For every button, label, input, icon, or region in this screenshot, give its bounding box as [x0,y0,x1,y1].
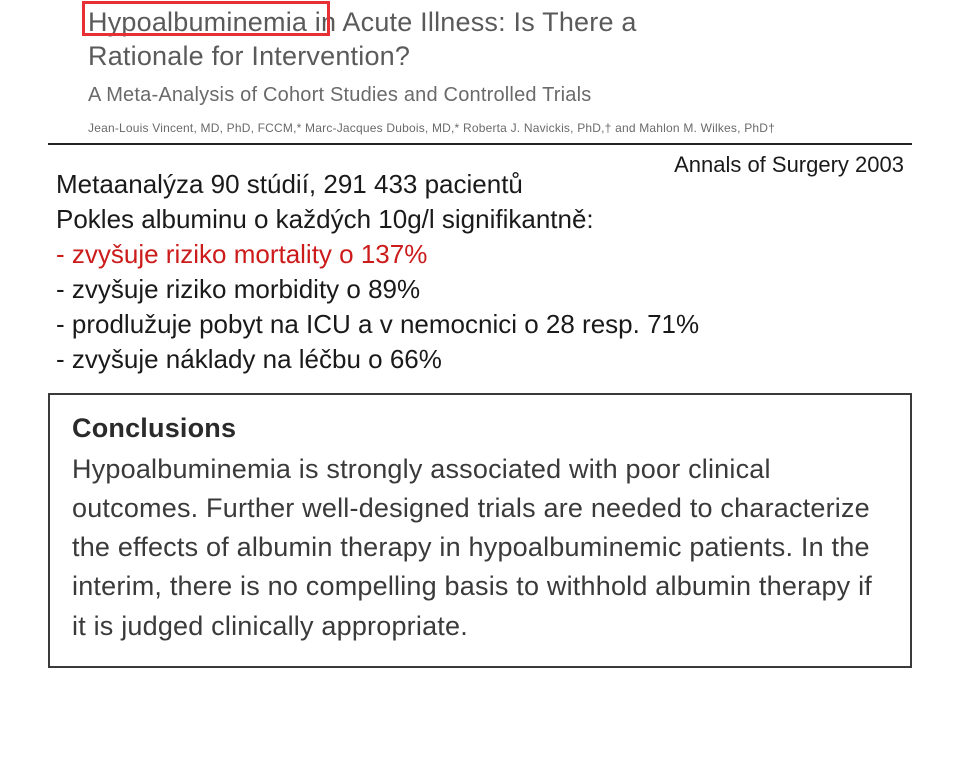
slide-root: Hypoalbuminemia in Acute Illness: Is The… [0,0,960,759]
title-highlighted-word: Hypoalbuminemia [88,7,307,37]
paper-title: Hypoalbuminemia in Acute Illness: Is The… [88,6,960,74]
body-line: - zvyšuje riziko mortality o 137% [56,237,904,272]
paper-subtitle: A Meta-Analysis of Cohort Studies and Co… [88,84,960,107]
title-line2: Rationale for Intervention? [88,41,410,71]
paper-header: Hypoalbuminemia in Acute Illness: Is The… [0,0,960,135]
conclusions-text: Hypoalbuminemia is strongly associated w… [72,450,888,646]
body-line: - prodlužuje pobyt na ICU a v nemocnici … [56,307,904,342]
body-line: Pokles albuminu o každých 10g/l signifik… [56,202,904,237]
source-reference: Annals of Surgery 2003 [674,152,904,178]
conclusions-title: Conclusions [72,413,888,444]
main-text-block: Metaanalýza 90 stúdií, 291 433 pacientů … [0,145,960,378]
title-rest-line1: in Acute Illness: Is There a [307,7,636,37]
conclusions-box: Conclusions Hypoalbuminemia is strongly … [48,393,912,668]
paper-authors: Jean-Louis Vincent, MD, PhD, FCCM,* Marc… [88,121,960,135]
body-line: - zvyšuje riziko morbidity o 89% [56,272,904,307]
body-line: - zvyšuje náklady na léčbu o 66% [56,342,904,377]
